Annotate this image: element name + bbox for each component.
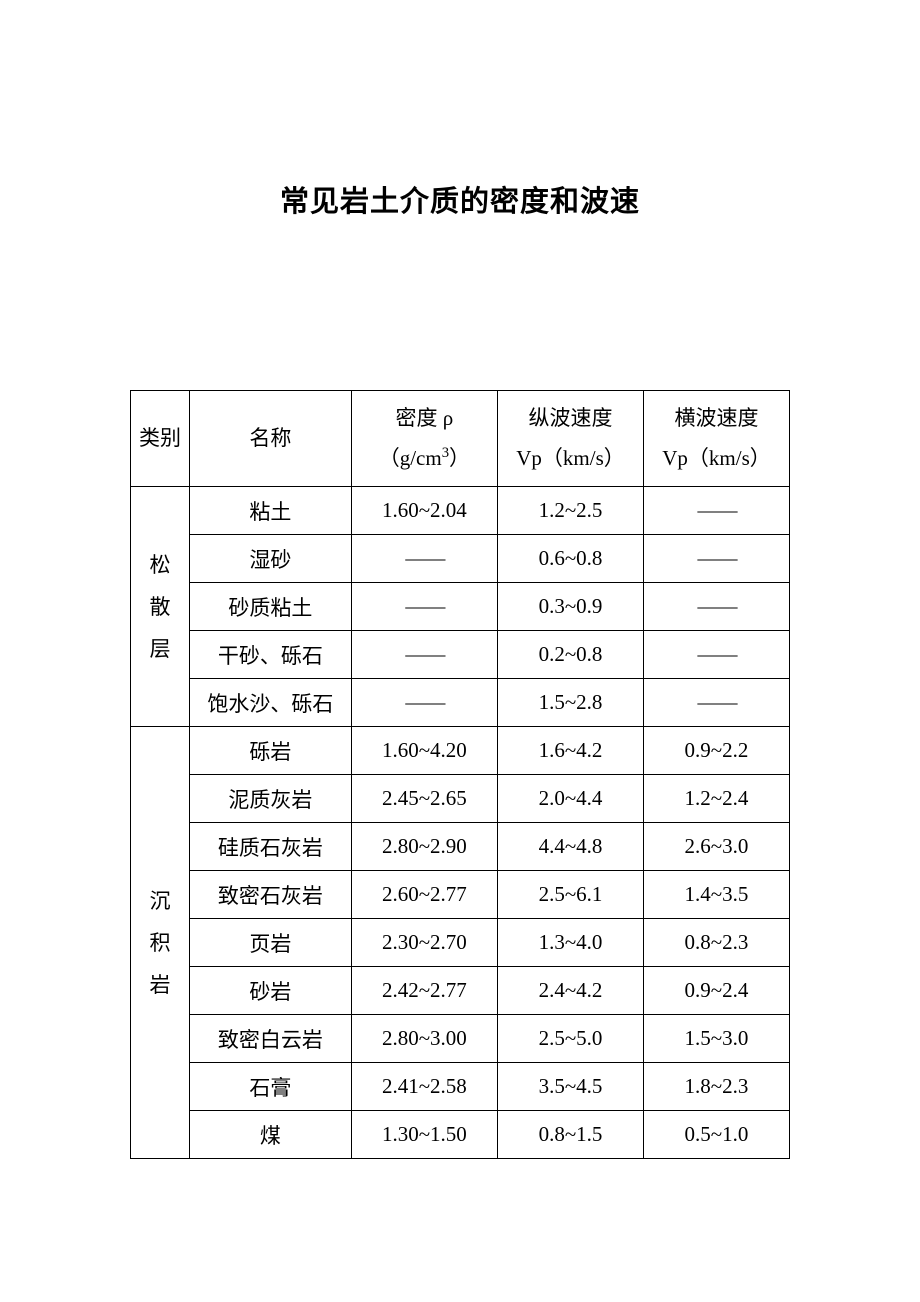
- header-name: 名称: [189, 391, 351, 487]
- density-cell: 2.45~2.65: [351, 775, 497, 823]
- vs-cell: 1.4~3.5: [643, 871, 789, 919]
- vp-cell: 1.3~4.0: [498, 919, 644, 967]
- vp-cell: 1.2~2.5: [498, 487, 644, 535]
- vp-cell: 2.5~5.0: [498, 1015, 644, 1063]
- header-vs: 横波速度 Vp（km/s）: [643, 391, 789, 487]
- table-row: 饱水沙、砾石——1.5~2.8——: [131, 679, 790, 727]
- header-vp: 纵波速度 Vp（km/s）: [498, 391, 644, 487]
- vs-cell: 0.8~2.3: [643, 919, 789, 967]
- density-cell: ——: [351, 535, 497, 583]
- vs-cell: 2.6~3.0: [643, 823, 789, 871]
- density-cell: 2.30~2.70: [351, 919, 497, 967]
- table-body: 松散层粘土1.60~2.041.2~2.5——湿砂——0.6~0.8——砂质粘土…: [131, 487, 790, 1159]
- name-cell: 湿砂: [189, 535, 351, 583]
- vp-cell: 0.3~0.9: [498, 583, 644, 631]
- density-cell: 1.60~2.04: [351, 487, 497, 535]
- name-cell: 石膏: [189, 1063, 351, 1111]
- header-name-label: 名称: [249, 426, 291, 450]
- data-table: 类别 名称 密度 ρ （g/cm3） 纵波速度 Vp（km/s） 横波速度 Vp…: [130, 390, 790, 1159]
- density-cell: 2.60~2.77: [351, 871, 497, 919]
- vp-cell: 2.4~4.2: [498, 967, 644, 1015]
- table-header-row: 类别 名称 密度 ρ （g/cm3） 纵波速度 Vp（km/s） 横波速度 Vp…: [131, 391, 790, 487]
- density-cell: 2.42~2.77: [351, 967, 497, 1015]
- name-cell: 砂质粘土: [189, 583, 351, 631]
- header-vp-label: 纵波速度: [529, 406, 613, 430]
- name-cell: 硅质石灰岩: [189, 823, 351, 871]
- name-cell: 干砂、砾石: [189, 631, 351, 679]
- category-cell: 松散层: [131, 487, 190, 727]
- density-cell: 1.30~1.50: [351, 1111, 497, 1159]
- table-row: 页岩2.30~2.701.3~4.00.8~2.3: [131, 919, 790, 967]
- vs-cell: 0.9~2.2: [643, 727, 789, 775]
- vp-cell: 2.0~4.4: [498, 775, 644, 823]
- header-density-label: 密度 ρ: [396, 406, 454, 430]
- name-cell: 粘土: [189, 487, 351, 535]
- density-cell: ——: [351, 583, 497, 631]
- table-row: 致密石灰岩2.60~2.772.5~6.11.4~3.5: [131, 871, 790, 919]
- density-cell: ——: [351, 631, 497, 679]
- vp-cell: 2.5~6.1: [498, 871, 644, 919]
- name-cell: 致密白云岩: [189, 1015, 351, 1063]
- header-category: 类别: [131, 391, 190, 487]
- density-cell: 2.41~2.58: [351, 1063, 497, 1111]
- name-cell: 泥质灰岩: [189, 775, 351, 823]
- table-row: 煤1.30~1.500.8~1.50.5~1.0: [131, 1111, 790, 1159]
- density-cell: 1.60~4.20: [351, 727, 497, 775]
- table-row: 砂质粘土——0.3~0.9——: [131, 583, 790, 631]
- name-cell: 砂岩: [189, 967, 351, 1015]
- name-cell: 砾岩: [189, 727, 351, 775]
- page-title: 常见岩土介质的密度和波速: [280, 178, 640, 220]
- density-cell: 2.80~3.00: [351, 1015, 497, 1063]
- category-cell: 沉积岩: [131, 727, 190, 1159]
- header-vs-unit: Vp（km/s）: [662, 446, 771, 470]
- vs-cell: ——: [643, 679, 789, 727]
- name-cell: 饱水沙、砾石: [189, 679, 351, 727]
- header-density-unit: （g/cm3）: [379, 446, 470, 470]
- table-row: 致密白云岩2.80~3.002.5~5.01.5~3.0: [131, 1015, 790, 1063]
- category-label: 沉积岩: [135, 880, 185, 1006]
- table-row: 泥质灰岩2.45~2.652.0~4.41.2~2.4: [131, 775, 790, 823]
- density-cell: 2.80~2.90: [351, 823, 497, 871]
- vs-cell: ——: [643, 583, 789, 631]
- vs-cell: ——: [643, 631, 789, 679]
- table-row: 干砂、砾石——0.2~0.8——: [131, 631, 790, 679]
- vp-cell: 0.8~1.5: [498, 1111, 644, 1159]
- header-category-label: 类别: [139, 426, 181, 450]
- vs-cell: ——: [643, 487, 789, 535]
- vs-cell: ——: [643, 535, 789, 583]
- vs-cell: 1.5~3.0: [643, 1015, 789, 1063]
- table-row: 松散层粘土1.60~2.041.2~2.5——: [131, 487, 790, 535]
- vs-cell: 1.2~2.4: [643, 775, 789, 823]
- vp-cell: 0.2~0.8: [498, 631, 644, 679]
- table-row: 砂岩2.42~2.772.4~4.20.9~2.4: [131, 967, 790, 1015]
- table-row: 硅质石灰岩2.80~2.904.4~4.82.6~3.0: [131, 823, 790, 871]
- vp-cell: 3.5~4.5: [498, 1063, 644, 1111]
- vs-cell: 0.5~1.0: [643, 1111, 789, 1159]
- vp-cell: 1.6~4.2: [498, 727, 644, 775]
- vs-cell: 1.8~2.3: [643, 1063, 789, 1111]
- density-cell: ——: [351, 679, 497, 727]
- header-vp-unit: Vp（km/s）: [516, 446, 625, 470]
- header-vs-label: 横波速度: [674, 406, 758, 430]
- table-row: 沉积岩砾岩1.60~4.201.6~4.20.9~2.2: [131, 727, 790, 775]
- name-cell: 煤: [189, 1111, 351, 1159]
- name-cell: 页岩: [189, 919, 351, 967]
- vp-cell: 1.5~2.8: [498, 679, 644, 727]
- table-row: 湿砂——0.6~0.8——: [131, 535, 790, 583]
- vs-cell: 0.9~2.4: [643, 967, 789, 1015]
- vp-cell: 0.6~0.8: [498, 535, 644, 583]
- vp-cell: 4.4~4.8: [498, 823, 644, 871]
- table-row: 石膏2.41~2.583.5~4.51.8~2.3: [131, 1063, 790, 1111]
- name-cell: 致密石灰岩: [189, 871, 351, 919]
- page-container: 常见岩土介质的密度和波速 类别 名称 密度 ρ （g/cm3） 纵波速度 Vp（…: [0, 0, 920, 1302]
- header-density: 密度 ρ （g/cm3）: [351, 391, 497, 487]
- category-label: 松散层: [135, 544, 185, 670]
